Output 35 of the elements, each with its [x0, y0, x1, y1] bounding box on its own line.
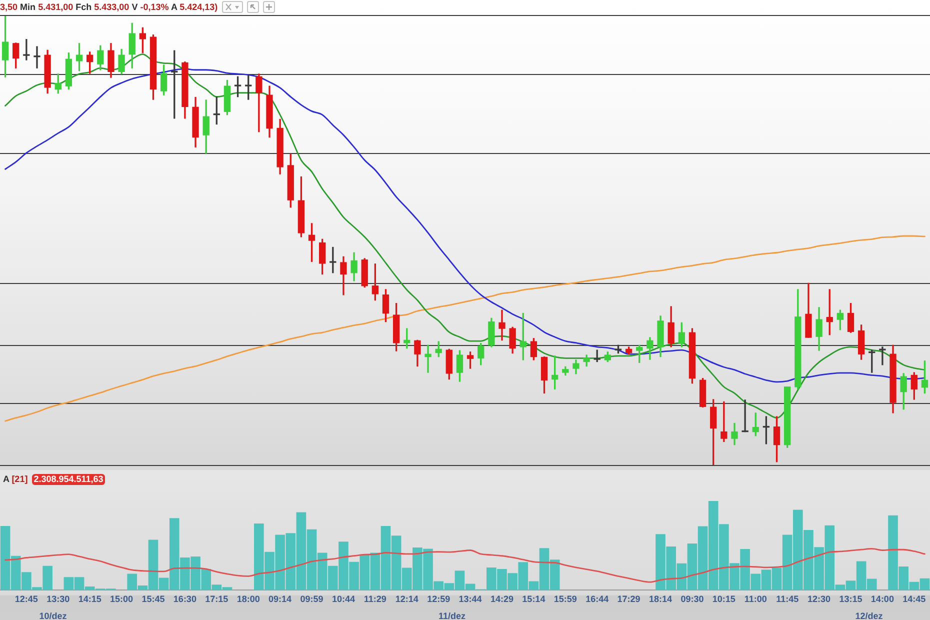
x-tick-label: 15:00: [110, 594, 134, 604]
x-tick-label: 14:45: [902, 594, 926, 604]
x-tick-label: 12:30: [808, 594, 831, 604]
x-tick-label: 16:44: [586, 594, 609, 604]
x-tick-label: 17:15: [205, 594, 228, 604]
chart-title: A [21]: [3, 474, 28, 484]
text: 12/dez: [855, 611, 883, 620]
x-tick-label: 11:00: [744, 594, 767, 604]
x-tick-label: 15:45: [142, 594, 165, 604]
x-tick-label: 15:14: [522, 594, 546, 604]
x-tick-label: 14:29: [490, 594, 514, 604]
text: 2.308.954.511,63: [32, 474, 106, 485]
text: 10/dez: [39, 611, 67, 620]
x-tick-label: 18:00: [236, 594, 260, 604]
chart-title: 3,50 Min 5.431,00 Fch 5.433,00 V -0,13% A 5.424,13): [0, 2, 218, 12]
x-tick-label: 14:15: [78, 594, 102, 604]
x-tick-label: 12:59: [427, 594, 450, 604]
x-tick-label: 17:29: [617, 594, 640, 604]
x-tick-label: 12:14: [395, 594, 418, 604]
x-tick-label: 15:59: [554, 594, 577, 604]
x-tick-label: 09:59: [300, 594, 324, 604]
text: 11/dez: [438, 611, 466, 620]
x-tick-label: 16:30: [173, 594, 196, 604]
x-tick-label: 13:44: [458, 594, 482, 604]
x-tick-label: 12:45: [14, 594, 38, 604]
x-tick-label: 18:14: [648, 594, 672, 604]
x-tick-label: 10:44: [332, 594, 355, 604]
x-tick-label: 11:45: [776, 594, 799, 604]
x-tick-label: 13:30: [46, 594, 70, 604]
x-tick-label: 09:14: [268, 594, 292, 604]
x-tick-label: 10:15: [712, 594, 736, 604]
x-tick-label: 14:00: [870, 594, 894, 604]
x-tick-label: 09:30: [680, 594, 704, 604]
x-tick-label: 13:15: [839, 594, 862, 604]
x-tick-label: 11:29: [364, 594, 386, 604]
